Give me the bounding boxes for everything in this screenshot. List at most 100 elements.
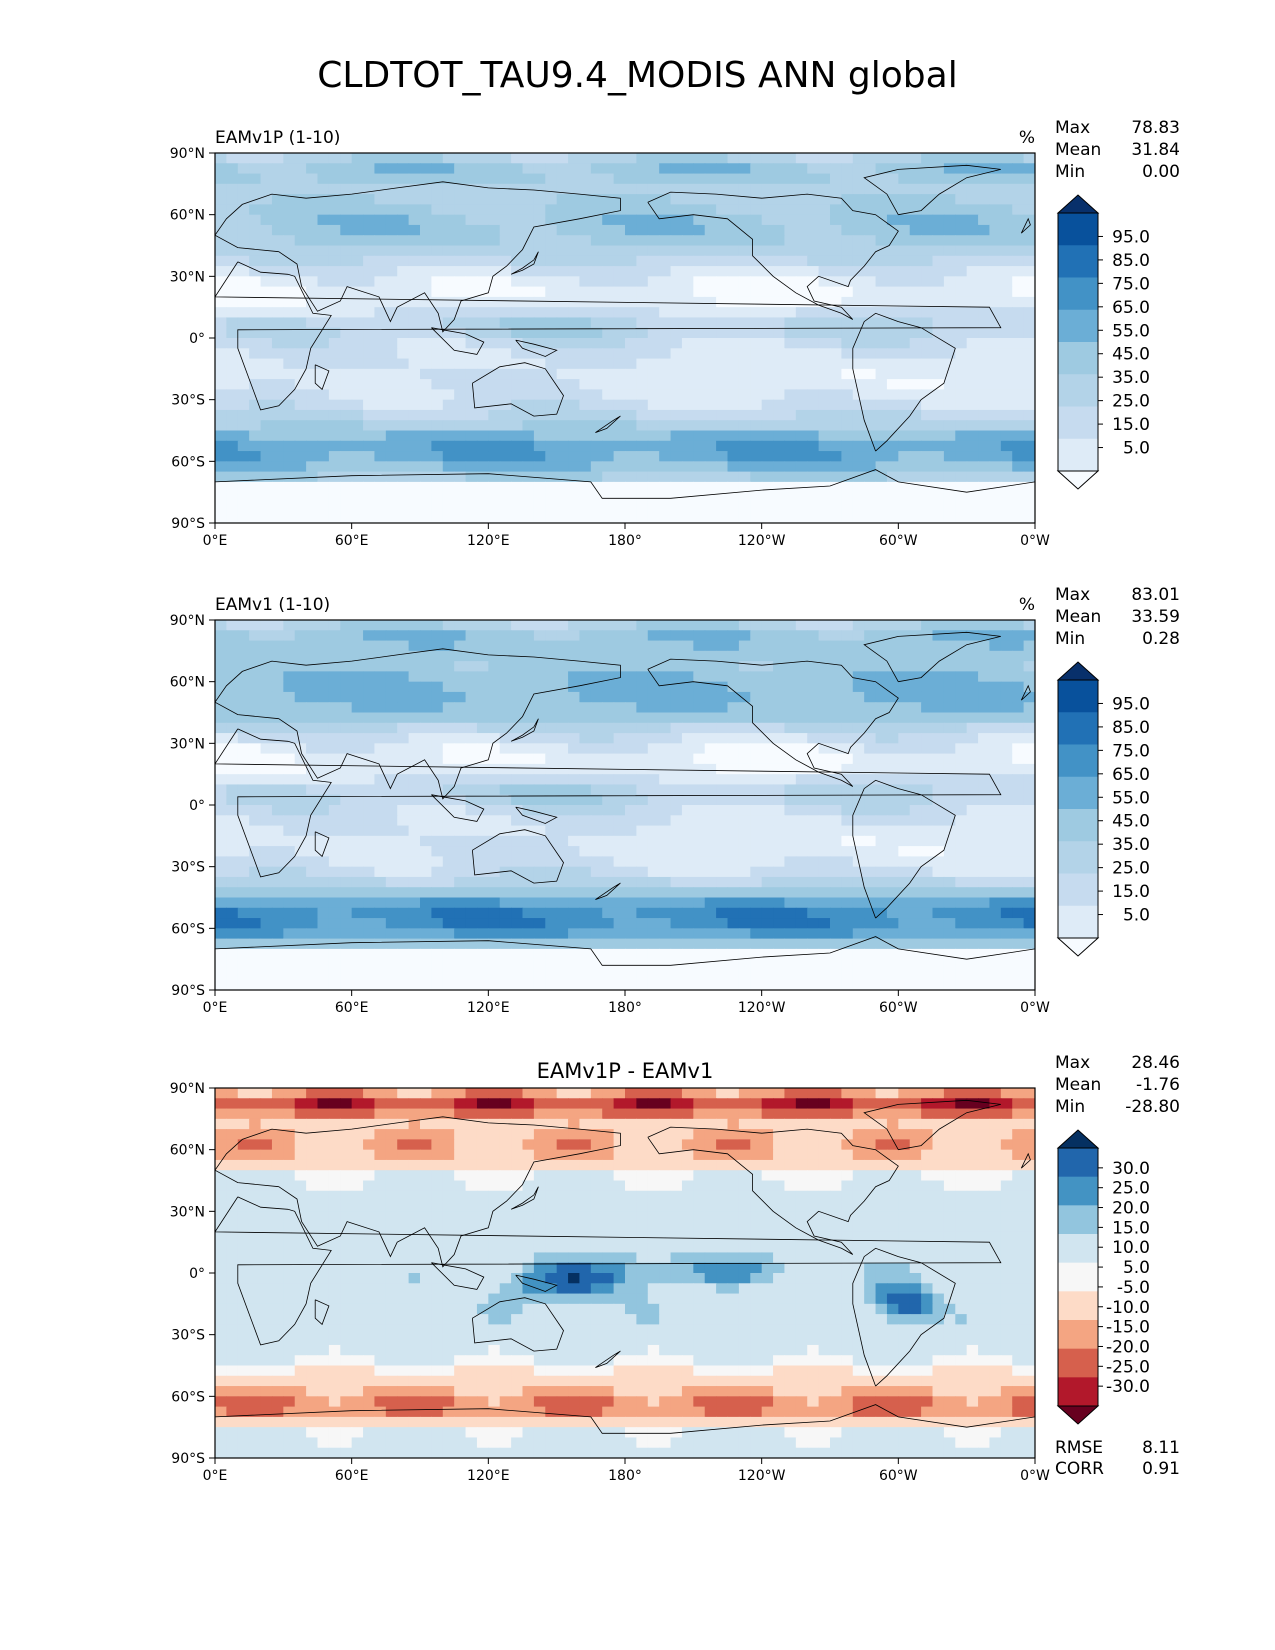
map-cell [260, 928, 273, 940]
map-cell [864, 266, 877, 277]
map-cell [750, 379, 763, 390]
map-cell [226, 512, 239, 523]
map-cell [328, 224, 341, 236]
map-cell [374, 317, 387, 329]
map-cell [989, 743, 1002, 755]
map-cell [727, 173, 740, 185]
map-cell [738, 235, 751, 247]
map-cell [420, 276, 432, 288]
map-cell [340, 430, 353, 442]
map-cell [499, 846, 512, 857]
map-cell [328, 620, 341, 631]
map-cell [533, 502, 546, 514]
map-cell [306, 440, 319, 452]
map-cell [818, 296, 831, 308]
map-cell [670, 502, 683, 514]
map-cell [317, 825, 330, 837]
map-cell [773, 928, 786, 940]
map-cell [454, 774, 467, 786]
map-cell [795, 907, 808, 919]
map-cell [522, 887, 535, 899]
map-cell [306, 784, 319, 796]
map-cell [738, 835, 751, 847]
map-cell [1023, 938, 1035, 950]
map-cell [864, 173, 877, 185]
map-cell [681, 712, 694, 724]
map-cell [385, 722, 398, 734]
map-cell [237, 702, 250, 714]
map-cell [978, 224, 991, 236]
map-cell [1012, 887, 1025, 899]
map-cell [625, 266, 637, 277]
map-cell [716, 255, 729, 267]
map-cell [1012, 640, 1025, 652]
map-cell [294, 245, 307, 257]
map-cell [704, 815, 717, 827]
map-cell [647, 173, 660, 185]
map-cell [1023, 338, 1035, 349]
map-cell [716, 276, 729, 288]
map-cell [773, 805, 786, 816]
map-cell [260, 702, 273, 714]
map-cell [636, 183, 649, 195]
map-cell [328, 183, 341, 195]
map-cell [533, 327, 546, 339]
map-cell [830, 702, 842, 714]
map-cell [249, 471, 262, 483]
map-cell [773, 224, 786, 236]
map-cell [1000, 255, 1013, 267]
map-cell [420, 348, 432, 360]
map-cell [465, 204, 478, 216]
map-cell [659, 183, 672, 195]
map-cell [579, 286, 592, 298]
map-cell [727, 866, 740, 878]
map-cell [704, 255, 717, 267]
map-cell [408, 317, 421, 329]
map-cell [693, 286, 706, 298]
map-cell [989, 907, 1002, 919]
map-cell [340, 379, 353, 390]
map-cell [613, 502, 626, 514]
map-cell [340, 835, 353, 847]
map-cell [317, 440, 330, 452]
map-cell [454, 928, 467, 940]
map-cell [397, 640, 410, 652]
map-cell [511, 399, 524, 411]
map-cell [727, 928, 740, 940]
map-cell [761, 640, 774, 652]
map-cell [773, 163, 786, 175]
map-cell [989, 399, 1002, 411]
map-cell [522, 307, 535, 319]
map-cell [579, 784, 592, 796]
map-cell [306, 733, 319, 744]
map-cell [522, 451, 535, 462]
map-cell [784, 784, 797, 796]
map-cell [966, 173, 979, 185]
map-cell [385, 743, 398, 755]
map-cell [807, 691, 820, 703]
map-cell [249, 348, 262, 360]
map-cell [966, 327, 979, 339]
map-cell [363, 907, 376, 919]
map-cell [374, 235, 387, 247]
map-cell [306, 327, 319, 339]
map-cell [465, 502, 478, 514]
map-cell [932, 691, 945, 703]
map-cell [602, 389, 615, 401]
map-cell [260, 471, 273, 483]
map-cell [613, 846, 626, 857]
map-cell [864, 163, 877, 175]
map-cell [363, 743, 376, 755]
map-cell [966, 163, 979, 175]
map-cell [511, 702, 524, 714]
map-cell [738, 481, 751, 493]
map-cell [590, 825, 603, 837]
map-cell [271, 661, 284, 672]
map-cell [784, 245, 797, 257]
map-cell [727, 502, 740, 514]
map-cell [807, 620, 820, 631]
map-cell [1023, 691, 1035, 703]
map-cell [328, 671, 341, 683]
map-cell [363, 938, 376, 950]
map-cell [670, 276, 683, 288]
